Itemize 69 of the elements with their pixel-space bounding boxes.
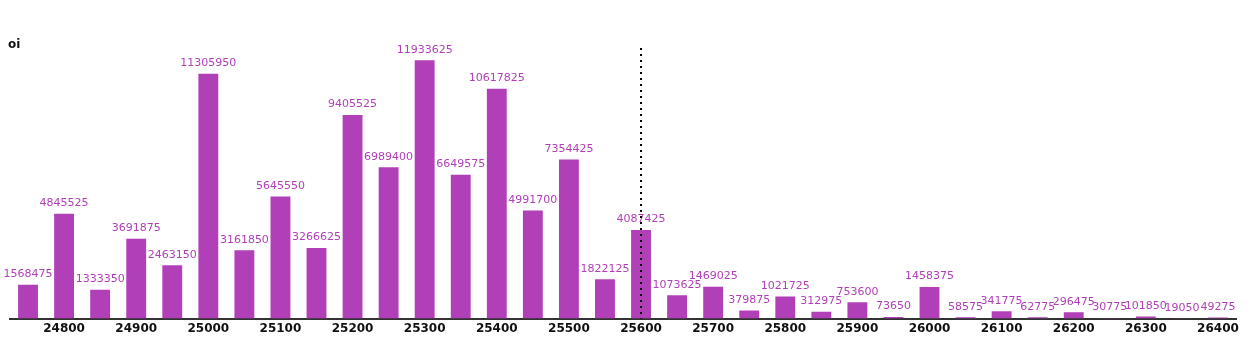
- data-label: 5645550: [255, 178, 305, 192]
- bar: [667, 295, 688, 319]
- y-axis-title: oi: [8, 37, 21, 51]
- x-tick-label: 25900: [836, 320, 879, 335]
- bar: [631, 230, 651, 319]
- x-tick-label: 26100: [980, 320, 1023, 335]
- bar: [919, 287, 940, 319]
- data-label: 4087425: [616, 212, 666, 226]
- data-label: 1021725: [760, 278, 810, 292]
- bar: [54, 213, 75, 319]
- data-label: 7354425: [544, 141, 594, 155]
- data-label: 11305950: [180, 56, 237, 70]
- data-label: 11933625: [396, 42, 453, 56]
- x-tick-label: 25100: [259, 320, 302, 335]
- bar: [378, 167, 399, 319]
- x-tick-label: 25600: [620, 320, 662, 335]
- bar: [1063, 312, 1084, 319]
- bar: [162, 265, 183, 319]
- x-tick-label: 25800: [764, 320, 807, 335]
- data-label: 6989400: [364, 149, 414, 163]
- bar: [18, 284, 38, 319]
- bar: [450, 174, 471, 319]
- bar: [775, 296, 796, 319]
- data-label: 4991700: [508, 192, 558, 206]
- bar: [558, 159, 579, 319]
- x-tick-label: 25500: [548, 320, 590, 335]
- data-label: 1333350: [75, 272, 125, 286]
- x-tick-label: 26400: [1197, 320, 1239, 335]
- bar: [126, 238, 147, 319]
- data-label: 6649575: [436, 157, 486, 171]
- bar: [1135, 316, 1156, 319]
- x-tick-label: 25200: [331, 320, 374, 335]
- bar: [522, 210, 543, 319]
- data-label: 1822125: [580, 261, 630, 275]
- bar: [991, 311, 1012, 319]
- data-label: 73650: [875, 299, 911, 313]
- bar: [486, 88, 507, 319]
- bar: [234, 250, 255, 319]
- bar: [595, 279, 615, 319]
- data-label: 1458375: [905, 269, 954, 283]
- bar: [414, 60, 435, 319]
- bar: [198, 73, 219, 319]
- x-tick-label: 25700: [692, 320, 735, 335]
- bar: [270, 196, 291, 319]
- x-tick-label: 25400: [475, 320, 518, 335]
- data-label: 2463150: [147, 247, 197, 261]
- bar: [342, 114, 363, 319]
- x-tick-label: 26000: [908, 320, 951, 335]
- x-tick-label: 26200: [1052, 320, 1095, 335]
- bar: [847, 302, 868, 319]
- bar: [703, 286, 724, 319]
- data-label: 4845525: [39, 196, 89, 210]
- data-label: 3161850: [219, 232, 269, 246]
- data-label: 379875: [728, 292, 771, 306]
- x-tick-label: 26300: [1124, 320, 1167, 335]
- data-label: 10617825: [468, 71, 525, 85]
- data-label: 312975: [800, 294, 843, 308]
- data-label: 1568475: [3, 267, 53, 281]
- data-label: 3691875: [111, 221, 161, 235]
- bar: [739, 310, 760, 319]
- x-tick-label: 25000: [187, 320, 230, 335]
- x-tick-label: 24900: [115, 320, 158, 335]
- data-label: 49275: [1200, 299, 1236, 313]
- x-tick-label: 24800: [43, 320, 85, 335]
- bar: [90, 289, 111, 319]
- bar: [306, 247, 327, 319]
- data-label: 3266625: [292, 230, 341, 244]
- x-tick-label: 25300: [403, 320, 446, 335]
- data-label: 9405525: [328, 97, 378, 111]
